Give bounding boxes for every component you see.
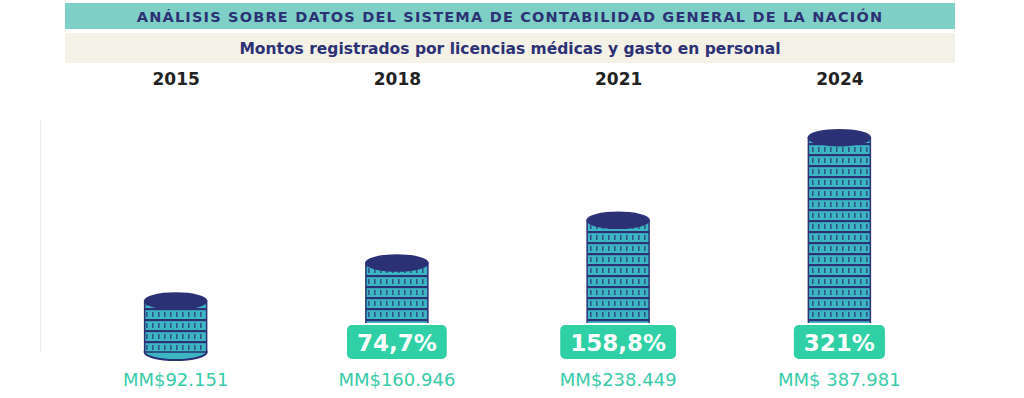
y-axis	[40, 121, 41, 353]
data-label: MM$ 387.981	[778, 369, 901, 390]
title-band	[65, 3, 955, 29]
annotations: 74,7% 158,8% 321%	[346, 324, 886, 360]
coin-stack	[145, 293, 207, 360]
plot-area	[145, 130, 871, 360]
x-tick: 2021	[595, 69, 642, 89]
x-tick-label: 2021	[595, 69, 642, 89]
x-tick-label: 2015	[152, 69, 199, 89]
subtitle-band	[65, 33, 955, 63]
coin-top	[587, 212, 649, 228]
chart: ANÁLISIS SOBRE DATOS DEL SISTEMA DE CONT…	[0, 0, 1024, 398]
coin-top	[366, 255, 428, 271]
data-label: MM$160.946	[338, 369, 455, 390]
annotation-badge	[346, 324, 448, 360]
x-tick-label: 2024	[816, 69, 863, 89]
data-labels: MM$92.151 MM$160.946 MM$238.449 MM$ 387.981	[123, 369, 901, 390]
y-axis-line	[40, 121, 41, 353]
x-tick: 2015	[152, 69, 199, 89]
annotation-badge	[793, 324, 886, 360]
coin-top	[808, 130, 870, 146]
title: ANÁLISIS SOBRE DATOS DEL SISTEMA DE CONT…	[137, 8, 884, 25]
coin-top	[145, 293, 207, 309]
subtitle: Montos registrados por licencias médicas…	[239, 40, 780, 58]
data-label: MM$92.151	[123, 369, 229, 390]
data-label: MM$238.449	[560, 369, 677, 390]
x-tick-label: 2018	[374, 69, 421, 89]
x-axis: 2015 2018 2021 2024	[66, 69, 951, 89]
annotation-label: 321%	[804, 330, 875, 356]
bar	[808, 138, 870, 352]
annotation-label: 158,8%	[570, 330, 666, 356]
x-tick: 2024	[816, 69, 863, 89]
x-tick: 2018	[374, 69, 421, 89]
annotation-label: 74,7%	[357, 330, 437, 356]
annotation-badge	[559, 324, 677, 360]
